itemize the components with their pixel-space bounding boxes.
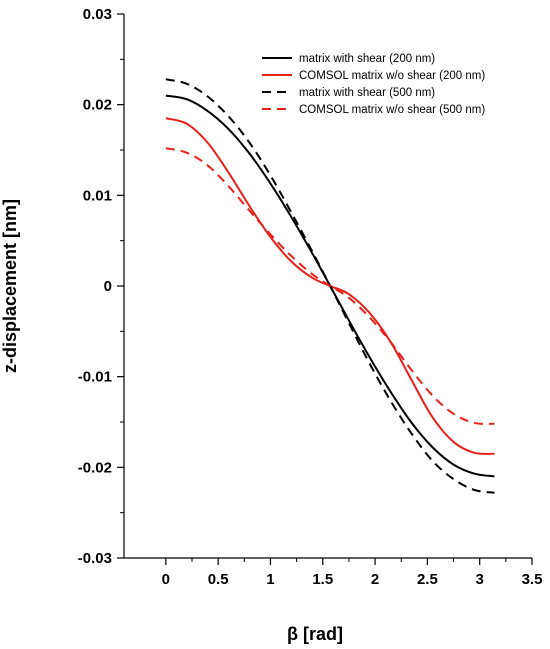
y-tick-label: 0.03 xyxy=(83,6,112,23)
legend-item-comsol-500nm: COMSOL matrix w/o shear (500 nm) xyxy=(262,104,485,116)
y-tick-label: 0 xyxy=(104,278,112,295)
series-line-comsol-500nm xyxy=(165,147,495,425)
major-ticks xyxy=(117,13,533,565)
x-tick-label: 2.5 xyxy=(417,571,438,588)
legend-label: matrix with shear (500 nm) xyxy=(299,87,435,99)
legend-label: COMSOL matrix w/o shear (200 nm) xyxy=(299,70,485,82)
y-axis-title: z-displacement [nm] xyxy=(0,199,20,373)
x-tick-label: 0 xyxy=(162,571,170,588)
legend-label: matrix with shear (200 nm) xyxy=(299,53,435,65)
x-tick-label: 3 xyxy=(476,571,484,588)
y-tick-label: 0.01 xyxy=(83,187,112,204)
x-tick-label: 1 xyxy=(266,571,274,588)
legend: matrix with shear (200 nm) COMSOL matrix … xyxy=(262,53,485,116)
y-tick-label: -0.01 xyxy=(78,369,112,386)
x-tick-label: 1.5 xyxy=(312,571,333,588)
legend-item-comsol-200nm: COMSOL matrix w/o shear (200 nm) xyxy=(262,70,485,82)
x-axis-title: β [rad] xyxy=(287,624,343,644)
legend-label: COMSOL matrix w/o shear (500 nm) xyxy=(299,104,485,116)
tick-labels: 0 0.5 1 1.5 2 2.5 3 3.5 -0.03 -0.02 -0.01 0 0.01 0.02… xyxy=(78,6,543,588)
legend-item-shear-500nm: matrix with shear (500 nm) xyxy=(262,87,435,99)
x-tick-label: 0.5 xyxy=(208,571,229,588)
x-tick-label: 2 xyxy=(371,571,379,588)
y-tick-label: -0.02 xyxy=(78,459,112,476)
legend-item-shear-200nm: matrix with shear (200 nm) xyxy=(262,53,435,65)
minor-ticks xyxy=(120,58,507,562)
y-tick-label: -0.03 xyxy=(78,550,112,567)
series-layer xyxy=(165,78,495,494)
x-tick-label: 3.5 xyxy=(522,571,543,588)
y-tick-label: 0.02 xyxy=(83,97,112,114)
